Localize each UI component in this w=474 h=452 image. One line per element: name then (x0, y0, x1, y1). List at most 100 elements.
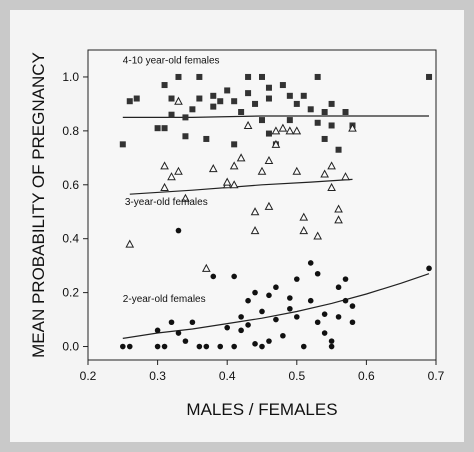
data-point-square (293, 100, 300, 107)
data-point-circle (294, 276, 300, 282)
data-point-square (252, 100, 259, 107)
y-tick-label: 1.0 (62, 70, 79, 84)
data-point-triangle (327, 182, 336, 191)
data-point-triangle (201, 263, 211, 272)
data-point-triangle (264, 155, 274, 165)
y-tick-label: 0.2 (62, 286, 79, 300)
data-point-square (265, 84, 272, 91)
data-point-circle (224, 324, 230, 331)
group-label: 4-10 year-old females (123, 55, 220, 66)
data-point-square (265, 95, 272, 102)
data-point-triangle (160, 161, 169, 170)
data-point-triangle (320, 169, 329, 178)
data-point-square (189, 106, 196, 113)
data-point-square (182, 133, 189, 140)
data-point-circle (175, 227, 182, 234)
data-point-circle (307, 297, 314, 304)
data-point-triangle (229, 161, 239, 170)
data-point-square (196, 95, 203, 102)
data-point-triangle (243, 120, 253, 129)
data-point-circle (280, 332, 286, 339)
data-point-circle (259, 308, 265, 315)
data-point-triangle (334, 215, 343, 224)
x-tick-label: 0.4 (219, 369, 236, 383)
data-point-square (210, 92, 217, 99)
data-point-circle (126, 343, 133, 350)
data-point-square (126, 98, 133, 105)
data-point-circle (426, 265, 432, 272)
data-point-circle (321, 330, 328, 336)
x-tick-label: 0.7 (428, 369, 445, 383)
data-point-square (217, 98, 224, 105)
data-point-circle (287, 295, 293, 301)
y-tick-label: 0.0 (62, 340, 79, 354)
data-point-triangle (264, 201, 274, 210)
data-point-square (328, 122, 335, 129)
data-point-triangle (250, 226, 260, 235)
data-point-circle (307, 260, 314, 266)
data-point-square (119, 141, 126, 148)
data-point-triangle (257, 166, 267, 175)
data-point-triangle (341, 172, 350, 181)
data-point-square (203, 135, 210, 142)
data-point-circle (314, 319, 321, 326)
data-point-square (321, 135, 328, 142)
data-point-square (161, 82, 168, 89)
data-point-triangle (160, 182, 169, 191)
y-tick-label: 0.8 (62, 124, 79, 138)
data-point-triangle (174, 166, 183, 175)
data-point-circle (321, 311, 328, 317)
data-point-square (328, 100, 335, 107)
data-point-triangle (313, 231, 323, 240)
data-point-triangle (299, 226, 309, 235)
data-point-circle (238, 327, 244, 334)
plot-area (87, 49, 437, 361)
data-point-square (245, 73, 252, 80)
data-point-square (175, 73, 182, 80)
data-point-triangle (174, 96, 183, 105)
data-point-circle (273, 284, 279, 291)
data-point-circle (154, 343, 161, 350)
x-tick-label: 0.6 (358, 369, 375, 383)
y-tick-label: 0.4 (62, 232, 79, 246)
data-point-triangle (167, 172, 176, 181)
data-point-square (314, 73, 321, 80)
data-point-circle (154, 327, 161, 334)
data-point-circle (300, 343, 307, 350)
data-point-circle (182, 338, 189, 344)
data-point-circle (335, 314, 342, 320)
data-point-circle (245, 322, 251, 328)
data-point-triangle (229, 180, 239, 189)
data-point-square (314, 119, 321, 126)
data-point-square (279, 82, 286, 89)
data-point-circle (175, 330, 182, 336)
fit-line-2 (129, 178, 353, 195)
data-point-triangle (292, 166, 302, 175)
x-tick-label: 0.3 (149, 369, 166, 383)
data-point-triangle (285, 126, 295, 135)
data-point-square (196, 73, 203, 80)
data-point-square (161, 125, 168, 132)
data-point-square (133, 95, 140, 102)
data-point-square (210, 103, 217, 110)
data-point-circle (349, 303, 356, 309)
data-point-circle (266, 292, 272, 299)
data-point-square (182, 114, 189, 121)
data-point-square (307, 106, 314, 113)
group-labels: 4-10 year-old females 3-year-old females 2… (123, 55, 220, 305)
data-point-circle (120, 343, 126, 350)
data-point-circle (314, 270, 321, 277)
y-tick-label: 0.6 (62, 178, 79, 192)
data-point-square (426, 73, 433, 80)
data-point-square (300, 92, 307, 99)
data-point-triangle (181, 193, 190, 202)
data-point-square (265, 130, 272, 137)
data-point-circle (168, 319, 175, 326)
data-point-square (259, 117, 265, 124)
data-point-circle (294, 314, 300, 320)
data-point-square (154, 125, 161, 132)
data-point-square (321, 109, 328, 115)
data-point-triangle (236, 153, 246, 162)
data-point-circle (252, 341, 258, 347)
